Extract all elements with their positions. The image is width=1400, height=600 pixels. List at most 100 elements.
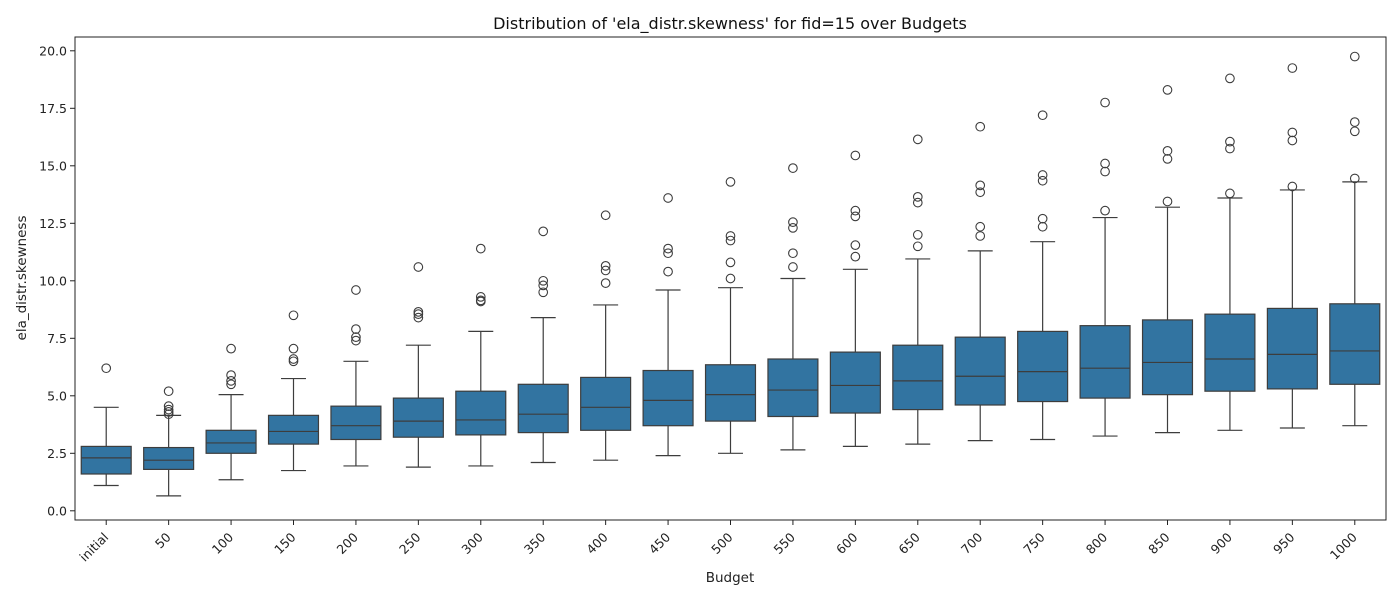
x-tick-label: 800 — [1083, 529, 1111, 557]
outlier-point — [725, 235, 736, 246]
y-tick-label: 15.0 — [39, 158, 67, 173]
box-600 — [829, 150, 881, 447]
y-tick-label: 0.0 — [47, 503, 67, 518]
outlier-point — [912, 197, 923, 208]
iqr-box — [1204, 313, 1256, 392]
iqr-box — [330, 405, 382, 441]
outlier-point — [538, 287, 549, 298]
plot-frame — [74, 36, 1387, 521]
outlier-point — [1162, 154, 1173, 164]
iqr-box — [1141, 319, 1194, 396]
x-tick-label: initial — [76, 530, 111, 565]
x-tick-label: 400 — [583, 529, 611, 557]
outlier-point — [1100, 158, 1110, 169]
y-tick-label: 7.5 — [47, 331, 67, 346]
iqr-box — [580, 376, 632, 431]
outlier-point — [725, 177, 736, 187]
outlier-point — [663, 243, 673, 254]
box-850 — [1141, 85, 1194, 434]
outlier-point — [850, 211, 861, 222]
outlier-point — [1225, 73, 1235, 84]
outlier-point — [663, 248, 673, 259]
outlier-point — [975, 121, 986, 132]
x-tick-label: 550 — [771, 529, 799, 557]
outlier-point — [538, 226, 549, 237]
outlier-point — [475, 292, 486, 302]
outlier-point — [226, 370, 236, 380]
iqr-box — [767, 358, 819, 418]
y-axis: 0.0 2.5 5.0 7.5 10.0 12.5 15.0 17.5 20.0 — [39, 43, 75, 518]
outlier-point — [475, 243, 486, 254]
y-tick-label: 17.5 — [39, 101, 67, 116]
x-tick-label: 50 — [152, 529, 174, 551]
x-tick-label: 350 — [521, 529, 549, 557]
iqr-box — [1079, 325, 1131, 399]
outlier-point — [288, 356, 299, 367]
outlier-point — [850, 240, 861, 250]
outlier-point — [788, 163, 798, 173]
outlier-point — [1037, 170, 1048, 180]
outlier-point — [1287, 135, 1298, 146]
outlier-point — [163, 404, 174, 415]
outlier-point — [163, 401, 174, 412]
outlier-point — [413, 312, 424, 323]
outlier-point — [788, 223, 798, 233]
outlier-point — [1037, 175, 1048, 186]
outlier-point — [600, 210, 611, 221]
iqr-box — [1266, 307, 1318, 390]
outlier-point — [538, 275, 549, 286]
iqr-box — [954, 336, 1006, 406]
outlier-point — [850, 251, 861, 262]
outlier-point — [1349, 51, 1360, 62]
box-400 — [580, 210, 632, 461]
x-axis: initial 50 100 150 200 250 300 350 400 450 500 550 6… — [76, 520, 1360, 564]
box-900 — [1204, 73, 1256, 431]
box-750 — [1017, 110, 1069, 441]
iqr-box — [1329, 303, 1381, 385]
x-tick-label: 850 — [1145, 529, 1173, 557]
outlier-point — [788, 262, 798, 272]
x-tick-label: 900 — [1208, 529, 1236, 557]
outlier-point — [1287, 127, 1298, 138]
outlier-point — [1037, 213, 1048, 224]
iqr-box — [80, 445, 132, 475]
outlier-point — [288, 310, 299, 321]
x-tick-label: 700 — [958, 529, 986, 557]
iqr-box — [642, 369, 694, 427]
box-450 — [642, 193, 694, 457]
outlier-point — [1349, 173, 1360, 184]
outlier-point — [912, 192, 923, 202]
x-tick-label: 1000 — [1327, 529, 1360, 562]
outlier-point — [912, 229, 923, 240]
outlier-point — [1162, 196, 1173, 207]
outlier-point — [600, 278, 611, 288]
box-100 — [205, 343, 257, 481]
y-axis-label: ela_distr.skewness — [14, 216, 30, 341]
box-800 — [1079, 97, 1131, 437]
outlier-point — [850, 150, 861, 161]
box-1000 — [1329, 51, 1381, 427]
iqr-box — [143, 446, 195, 470]
outlier-point — [850, 205, 861, 216]
outlier-point — [725, 231, 736, 241]
outlier-point — [413, 309, 424, 320]
outlier-point — [725, 257, 736, 268]
iqr-box — [1017, 330, 1069, 403]
x-tick-label: 950 — [1270, 529, 1298, 557]
outlier-point — [413, 262, 424, 272]
outlier-point — [975, 231, 986, 241]
box-950 — [1266, 63, 1318, 429]
x-tick-label: 300 — [458, 529, 486, 557]
x-tick-label: 600 — [833, 529, 861, 557]
outlier-point — [788, 248, 798, 259]
outlier-point — [351, 324, 361, 334]
outlier-point — [912, 241, 923, 252]
box-initial — [80, 363, 132, 487]
outlier-point — [600, 265, 611, 276]
iqr-box — [455, 390, 507, 436]
iqr-box — [205, 429, 257, 454]
outlier-point — [1225, 188, 1235, 199]
box-350 — [517, 226, 569, 464]
y-tick-label: 20.0 — [39, 43, 67, 58]
